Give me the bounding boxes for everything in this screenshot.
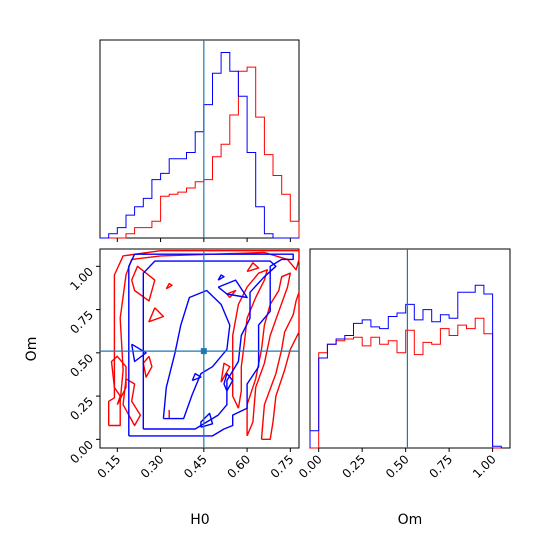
contour-blue xyxy=(128,253,294,437)
om-tick-label: 1.00 xyxy=(67,265,96,294)
om-tick-label: 0.50 xyxy=(67,351,96,380)
om-hist-tick-label: 0.50 xyxy=(383,452,412,481)
x-axis-label-h0: H0 xyxy=(190,512,209,528)
contour-blue xyxy=(223,372,234,392)
h0-tick-label: 0.45 xyxy=(181,452,210,481)
om-tick-label: 0.75 xyxy=(67,308,96,337)
om-hist-tick-label: 1.00 xyxy=(470,452,499,481)
contour-red xyxy=(246,272,291,437)
om-hist-tick-label: 0.75 xyxy=(426,452,455,481)
h0-histogram-marks xyxy=(100,40,300,239)
om-marginal-panel: 0.00 0.25 0.50 0.75 1.00 Om xyxy=(296,248,511,528)
joint-contour-marks xyxy=(100,249,300,448)
h0-tick-label: 0.30 xyxy=(138,452,167,481)
contour-red xyxy=(226,289,237,298)
contour-red xyxy=(246,262,260,273)
om-histogram-ticks: 0.00 0.25 0.50 0.75 1.00 xyxy=(296,448,499,481)
contour-red xyxy=(131,265,156,302)
contour-red xyxy=(220,362,231,383)
h0-marginal-panel xyxy=(99,39,300,242)
h0-tick-label: 0.15 xyxy=(95,452,124,481)
contour-blue xyxy=(131,343,147,363)
om-hist-tick-label: 0.25 xyxy=(340,452,369,481)
om-marginal-frame xyxy=(309,248,511,449)
contour-blue xyxy=(191,372,202,382)
truth-marker xyxy=(200,348,207,355)
h0-histogram-ticks xyxy=(116,238,291,242)
joint-frame xyxy=(99,248,300,449)
om-hist-blue xyxy=(309,284,502,448)
contour-red xyxy=(232,269,268,409)
contour-red xyxy=(142,355,153,378)
om-hist-red xyxy=(310,317,502,449)
h0-marginal-frame xyxy=(99,39,300,239)
om-histogram-marks xyxy=(309,249,502,449)
contour-blue xyxy=(162,289,231,420)
om-tick-label: 0.00 xyxy=(67,438,96,467)
joint-y-ticks: 0.00 0.25 0.50 0.75 1.00 xyxy=(67,265,100,467)
contour-blue xyxy=(217,274,225,281)
h0-hist-red xyxy=(100,66,300,239)
contour-blue xyxy=(200,412,214,428)
contour-red xyxy=(165,282,173,290)
h0-tick-label: 0.75 xyxy=(268,452,297,481)
om-tick-label: 0.25 xyxy=(67,394,96,423)
y-axis-label-om: Om xyxy=(24,337,40,362)
h0-hist-blue xyxy=(100,52,299,239)
joint-x-ticks: 0.15 0.30 0.45 0.60 0.75 xyxy=(95,448,297,481)
h0-tick-label: 0.60 xyxy=(224,452,253,481)
contour-red xyxy=(110,355,127,406)
h0-om-joint-panel: 0.15 0.30 0.45 0.60 0.75 0.00 0.25 0.50 0.75 1.0… xyxy=(24,248,300,528)
contour-blue xyxy=(142,260,277,430)
om-hist-tick-label: 0.00 xyxy=(296,452,325,481)
contour-blue xyxy=(217,279,248,299)
x-axis-label-om: Om xyxy=(398,512,423,528)
contour-red xyxy=(122,378,142,427)
contour-red xyxy=(260,291,300,440)
contour-red xyxy=(148,307,165,323)
